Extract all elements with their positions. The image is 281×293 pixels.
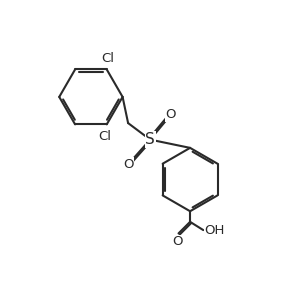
Text: O: O [173,235,183,248]
Text: S: S [145,132,155,147]
Text: O: O [166,108,176,121]
Text: OH: OH [204,224,225,236]
Text: O: O [123,158,133,171]
Text: Cl: Cl [98,130,111,143]
Text: Cl: Cl [102,52,115,64]
